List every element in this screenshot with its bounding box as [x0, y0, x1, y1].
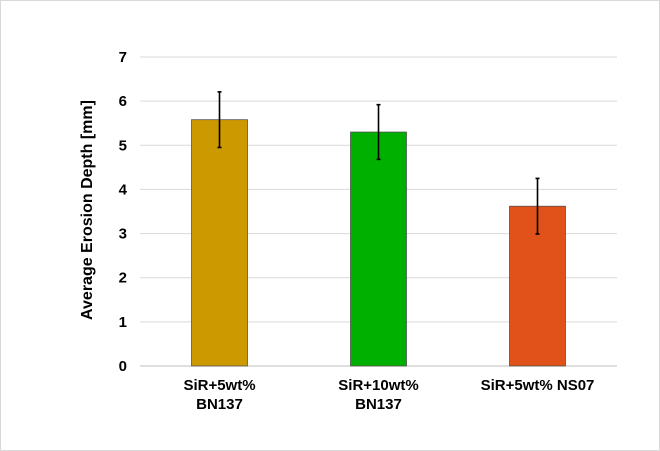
category-label: BN137 [196, 396, 243, 413]
y-tick-labels: 0 1 2 3 4 5 6 7 [119, 49, 128, 375]
y-tick-label: 2 [119, 270, 127, 287]
y-tick-label: 3 [119, 226, 127, 243]
y-tick-label: 1 [119, 314, 127, 331]
y-axis-title: Average Erosion Depth [mm] [79, 100, 96, 320]
category-label: BN137 [355, 396, 402, 413]
y-tick-label: 4 [119, 181, 128, 198]
bar [191, 119, 248, 367]
y-tick-label: 0 [119, 358, 127, 375]
y-tick-label: 7 [119, 49, 127, 66]
bar [509, 205, 566, 367]
error-bar [376, 103, 381, 161]
category-label: SiR+5wt% [183, 377, 255, 394]
bars [191, 119, 566, 367]
error-bars [217, 91, 540, 235]
category-label: SiR+5wt% NS07 [481, 377, 595, 394]
y-tick-label: 5 [119, 137, 127, 154]
error-bar [217, 91, 222, 149]
y-tick-label: 6 [119, 93, 127, 110]
category-labels: SiR+5wt% BN137 SiR+10wt% BN137 SiR+5wt% NS07 [183, 377, 594, 413]
category-label: SiR+10wt% [338, 377, 418, 394]
error-bar [535, 177, 540, 235]
bar [350, 131, 407, 367]
